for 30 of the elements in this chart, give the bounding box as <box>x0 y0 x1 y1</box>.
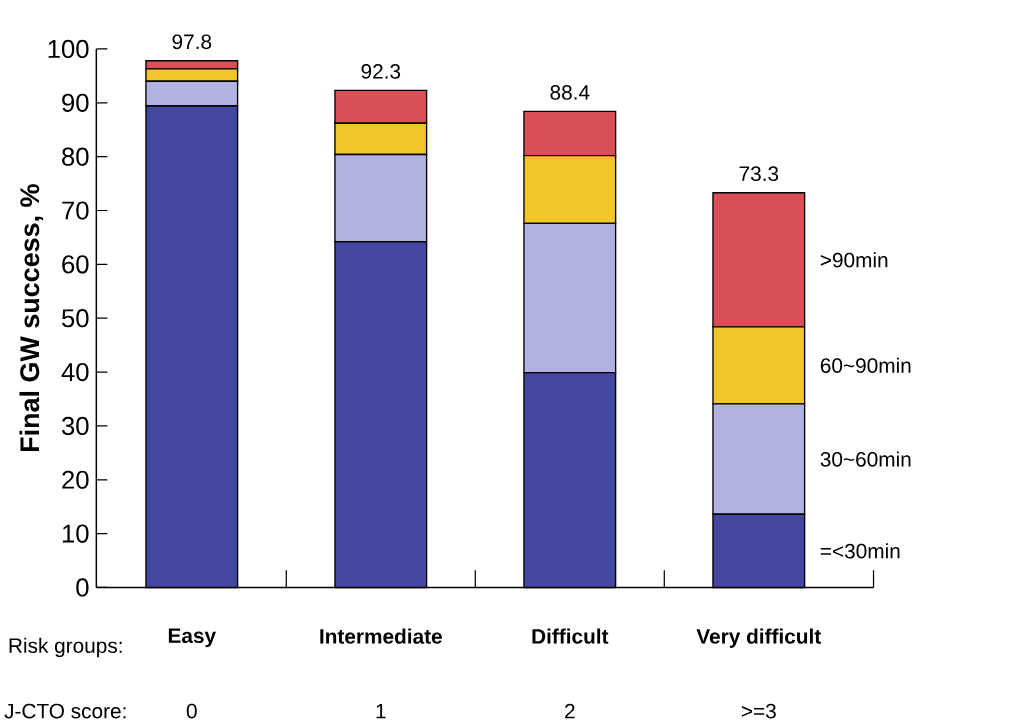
y-tick-label: 80 <box>62 147 89 166</box>
text: Risk groups: <box>9 637 122 658</box>
y-tick-label: 50 <box>62 309 89 328</box>
text: 0 <box>186 703 197 719</box>
series-label: 30~60min <box>820 451 911 467</box>
x-tick-label: Difficult <box>532 628 609 644</box>
y-tick-label: 20 <box>62 470 89 489</box>
total-label: 73.3 <box>739 166 779 182</box>
series-label: >90min <box>820 252 888 268</box>
x-tick-label: Easy <box>168 628 216 648</box>
series-label: =<30min <box>820 543 900 559</box>
y-tick-label: 60 <box>62 255 89 274</box>
y-tick-label: 0 <box>76 578 89 597</box>
y-axis-title: Final GW success, % <box>19 184 44 452</box>
total-label: 92.3 <box>361 64 401 79</box>
y-tick-label: 100 <box>48 39 89 59</box>
y-tick-label: 70 <box>62 201 89 220</box>
total-label: 97.8 <box>172 34 212 50</box>
text: >=3 <box>741 703 776 719</box>
x-tick-label: Intermediate <box>320 628 442 644</box>
y-tick-label: 40 <box>61 362 89 382</box>
y-tick-label: 10 <box>62 524 89 543</box>
y-tick-label: 90 <box>62 93 89 112</box>
total-label: 88.4 <box>550 85 590 100</box>
text: J-CTO score: <box>4 703 126 719</box>
y-tick-label: 30 <box>61 416 89 436</box>
text: 1 <box>376 703 386 719</box>
x-tick-label: Very difficult <box>696 628 821 648</box>
text: 2 <box>565 703 575 719</box>
series-label: 60~90min <box>820 357 911 373</box>
